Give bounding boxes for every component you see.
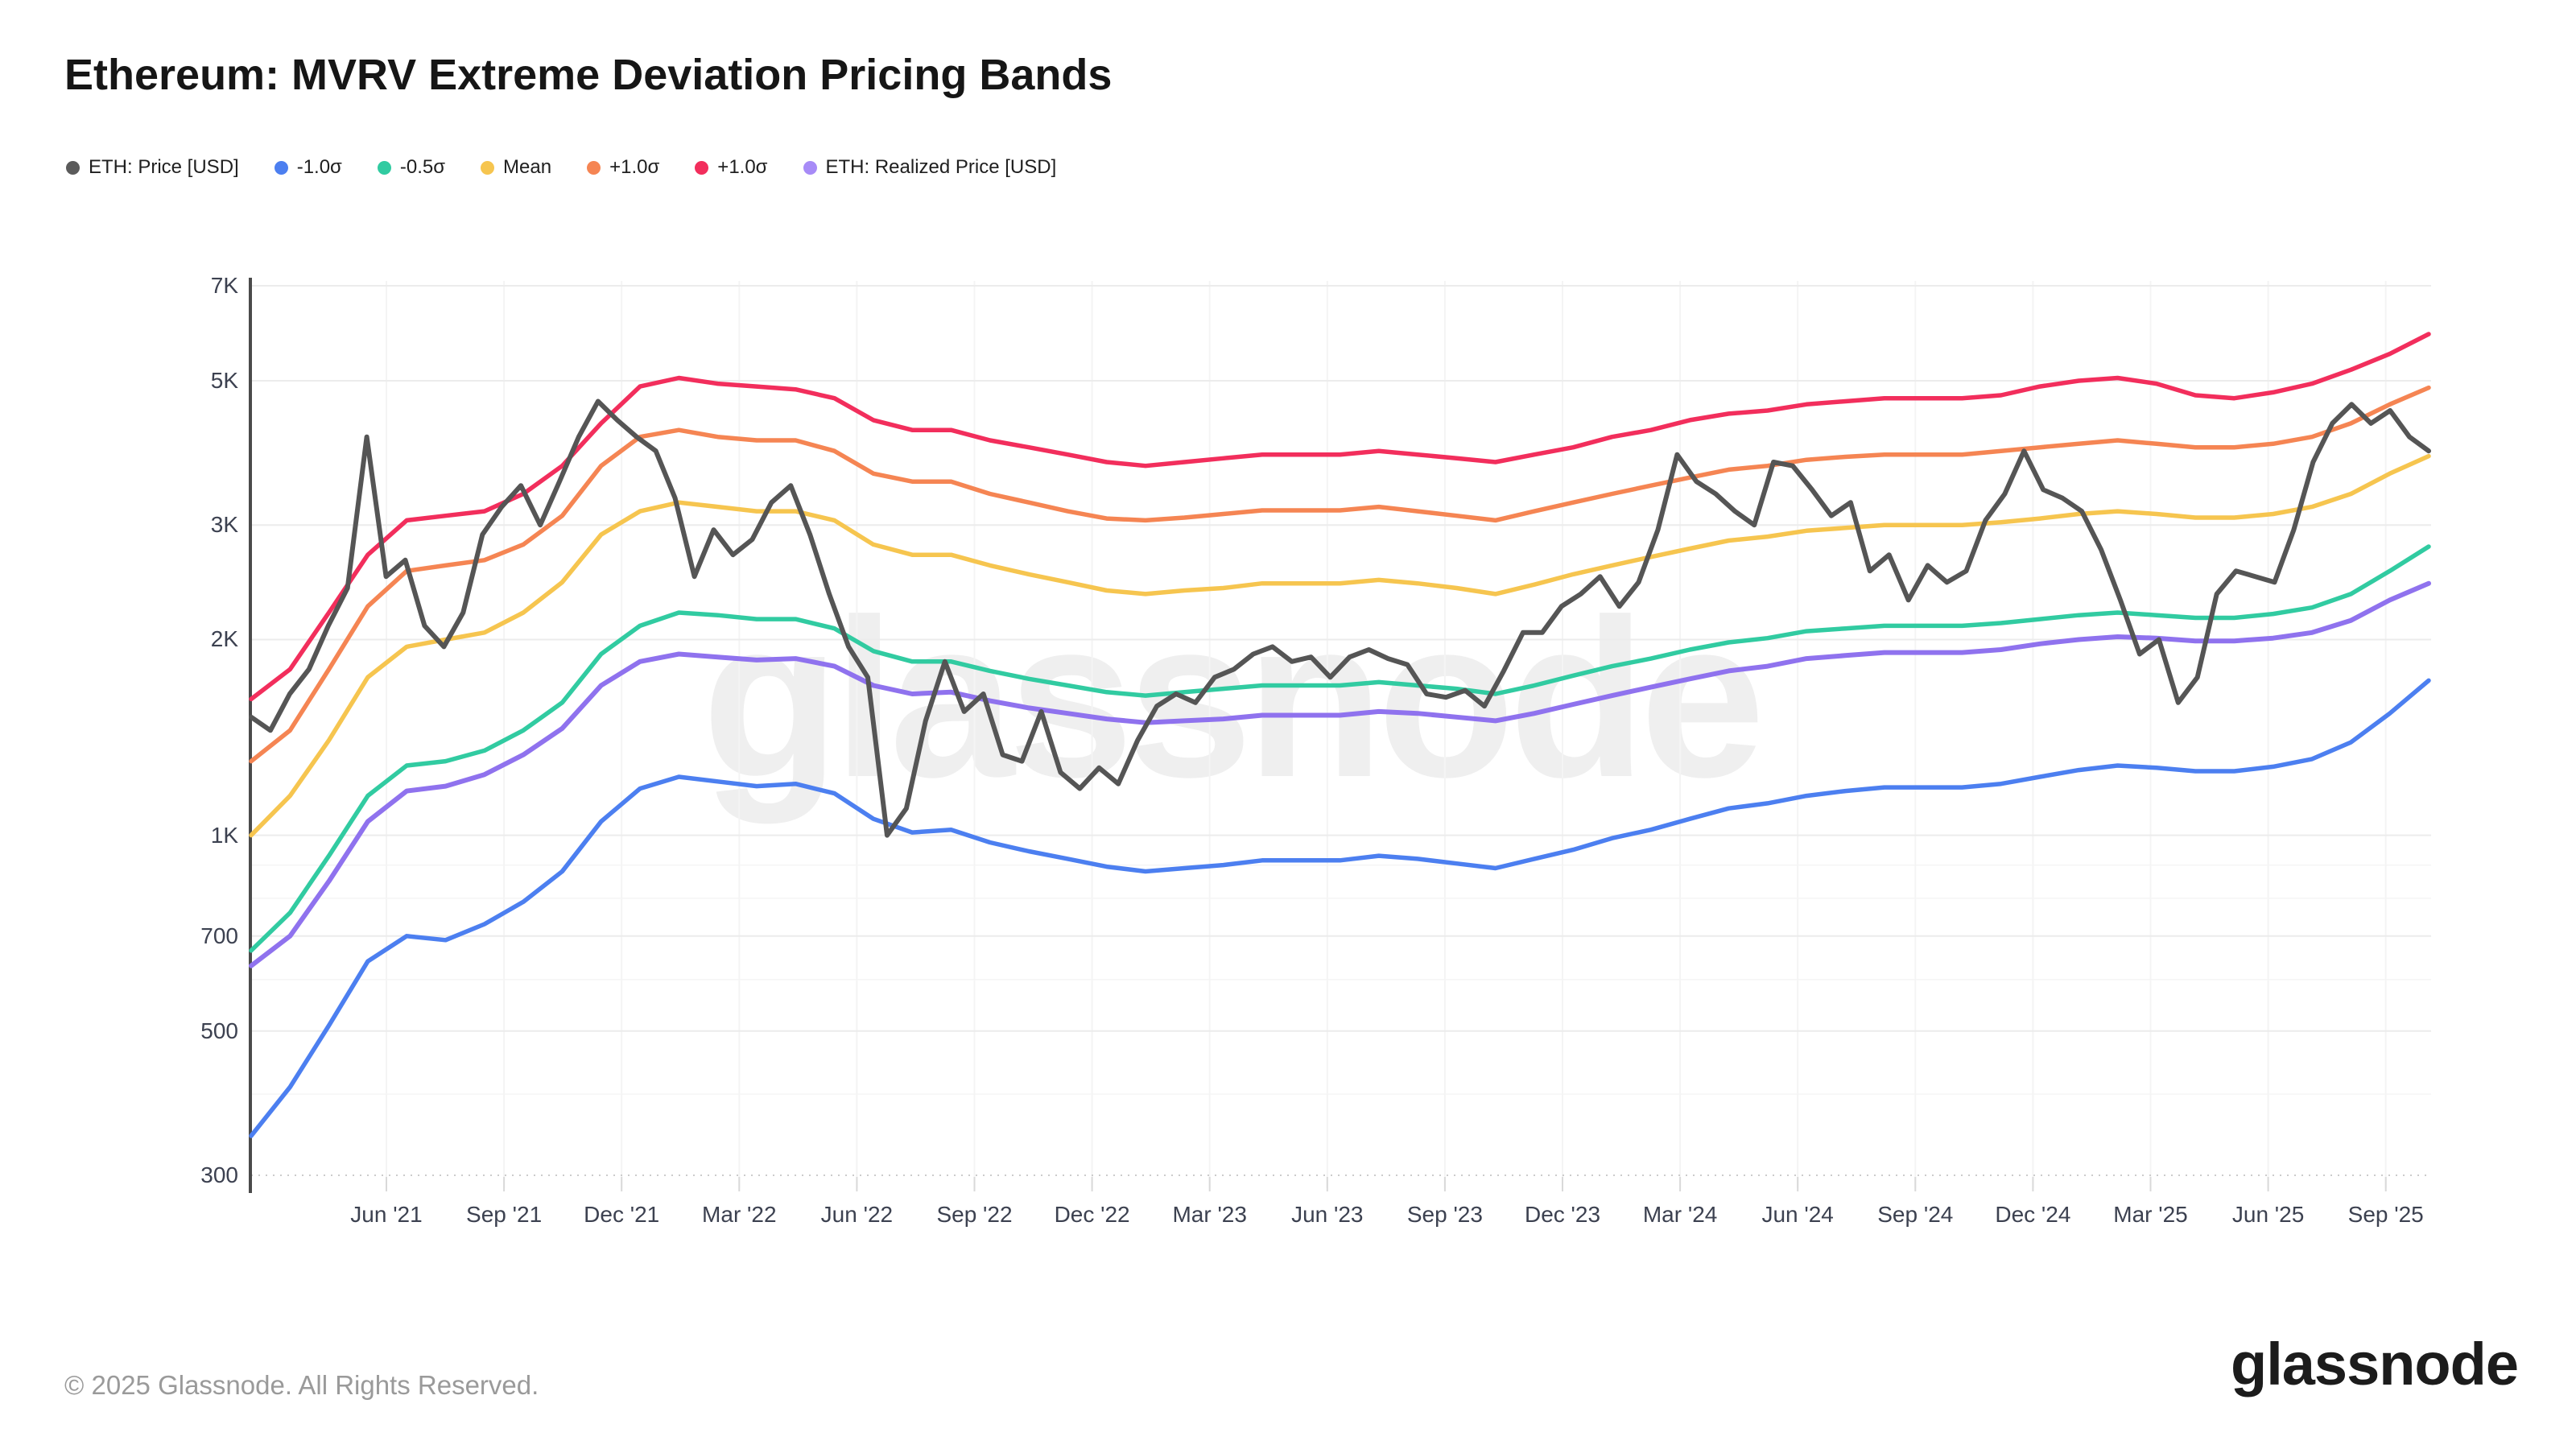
x-tick-label: Sep '24 [1877,1202,1954,1227]
series-0-line [249,678,2431,1138]
series-5-line [249,332,2431,702]
x-tick-label: Mar '25 [2113,1202,2188,1227]
y-tick-label: 700 [200,923,238,948]
x-tick-label: Sep '21 [466,1202,543,1227]
x-tick-label: Dec '23 [1524,1202,1601,1227]
legend-item-3[interactable]: Mean [481,156,551,179]
y-tick-label: 5K [210,368,238,394]
legend-dot-icon [377,160,391,175]
legend-dot-icon [587,160,601,175]
legend-item-label: ETH: Realized Price [USD] [825,156,1057,178]
legend-dot-icon [274,160,288,175]
x-tick-label: Jun '21 [350,1202,423,1227]
legend-item-6[interactable]: ETH: Realized Price [USD] [803,156,1057,179]
x-tick-label: Dec '22 [1054,1202,1130,1227]
series-3-line [249,453,2431,838]
x-tick-label: Dec '21 [584,1202,660,1227]
x-tick-label: Jun '23 [1291,1202,1364,1227]
legend-item-4[interactable]: +1.0σ [587,156,659,179]
x-tick-label: Mar '24 [1642,1202,1718,1227]
x-tick-label: Sep '22 [936,1202,1013,1227]
x-tick-label: Dec '24 [1995,1202,2071,1227]
y-tick-label: 500 [200,1018,238,1043]
y-tick-label: 2K [210,626,238,652]
legend-item-label: -1.0σ [296,156,342,178]
legend-item-5[interactable]: +1.0σ [695,156,768,179]
series-6-line [249,398,2431,838]
legend-dot-icon [803,160,817,175]
legend-item-label: +1.0σ [717,156,768,178]
legend-dot-icon [695,160,709,175]
y-tick-label: 1K [210,822,238,848]
legend: ETH: Price [USD] -1.0σ -0.5σ Mean +1.0σ +1.0σ… [66,156,1056,179]
series-4-line [249,385,2431,764]
legend-dot-icon [66,160,80,175]
legend-item-1[interactable]: -1.0σ [274,156,342,179]
legend-item-2[interactable]: -0.5σ [377,156,446,179]
y-tick-label: 300 [200,1162,238,1187]
legend-item-label: Mean [503,156,552,178]
x-tick-label: Sep '23 [1406,1202,1483,1227]
series-2-line [249,544,2431,953]
x-tick-label: Mar '22 [702,1202,777,1227]
footer-copyright: © 2025 Glassnode. All Rights Reserved. [64,1370,539,1400]
x-tick-label: Mar '23 [1172,1202,1247,1227]
x-tick-label: Jun '25 [2231,1202,2305,1227]
x-tick-label: Jun '24 [1761,1202,1834,1227]
legend-item-label: ETH: Price [USD] [89,156,239,178]
y-tick-label: 7K [210,273,238,298]
x-tick-label: Jun '22 [820,1202,894,1227]
x-tick-label: Sep '25 [2347,1202,2424,1227]
series-1-line [249,580,2431,968]
legend-item-0[interactable]: ETH: Price [USD] [66,156,239,179]
y-tick-label: 3K [210,512,238,538]
page-title: Ethereum: MVRV Extreme Deviation Pricing… [64,51,1113,99]
legend-dot-icon [481,160,495,175]
legend-item-label: -0.5σ [399,156,446,178]
glassnode-logo: glassnode [2231,1331,2519,1397]
legend-item-label: +1.0σ [609,156,660,178]
